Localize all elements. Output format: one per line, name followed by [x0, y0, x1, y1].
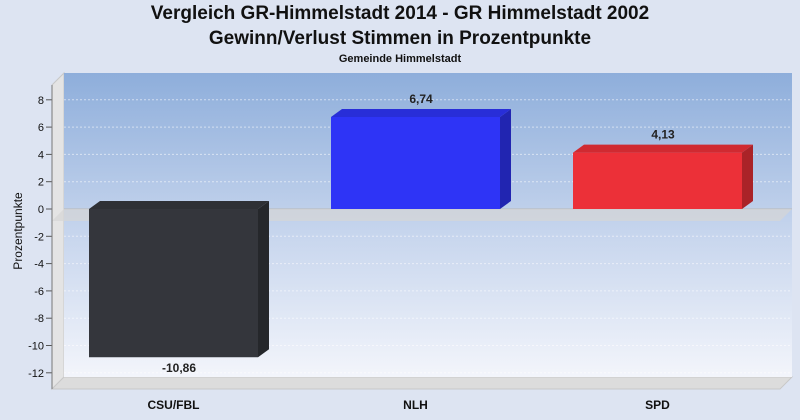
bar-side [742, 144, 753, 209]
y-tick-label: -12 [28, 368, 44, 380]
plot-left-wall [51, 71, 65, 391]
x-tick-label: NLH [403, 398, 428, 412]
data-label: 6,74 [409, 92, 433, 106]
chart-subtitle-municipality: Gemeinde Himmelstadt [338, 53, 462, 65]
bar-side [500, 108, 511, 209]
bar-front [573, 152, 742, 209]
x-tick-label: CSU/FBL [148, 398, 200, 412]
y-axis-label: Prozentpunkte [11, 192, 25, 270]
y-tick-label: -4 [34, 259, 44, 271]
bars [89, 108, 753, 358]
y-tick-label: -10 [28, 341, 44, 353]
bar-front [89, 209, 258, 358]
y-tick-label: -8 [34, 313, 44, 325]
x-tick-label: SPD [645, 398, 670, 412]
data-label: 4,13 [651, 128, 675, 142]
chart-subtitle: Gewinn/Verlust Stimmen in Prozentpunkte [208, 28, 592, 49]
x-axis: CSU/FBL NLH SPD [148, 398, 671, 412]
y-tick-label: -2 [34, 231, 44, 243]
bar-SPD [573, 144, 753, 209]
bar-top [573, 144, 753, 153]
y-tick-label: 2 [38, 177, 44, 189]
value-labels: -10,86 6,74 4,13 [162, 92, 675, 375]
bar-NLH [331, 108, 511, 209]
y-axis: 8 6 4 2 0 -2 -4 -6 -8 -10 -12 [28, 85, 53, 389]
bar-front [331, 116, 500, 209]
y-tick-label: 8 [38, 95, 44, 107]
bar-top [89, 201, 269, 209]
bar-CSU/FBL [89, 201, 269, 358]
y-tick-label: 0 [38, 204, 44, 216]
plot-floor [50, 376, 794, 390]
bar-side [258, 201, 269, 358]
data-label: -10,86 [162, 361, 196, 375]
bar-top [331, 108, 511, 117]
y-tick-label: 4 [38, 149, 44, 161]
chart-title: Vergleich GR-Himmelstadt 2014 - GR Himme… [150, 3, 650, 24]
y-tick-label: -6 [34, 286, 44, 298]
y-tick-label: 6 [38, 122, 44, 134]
